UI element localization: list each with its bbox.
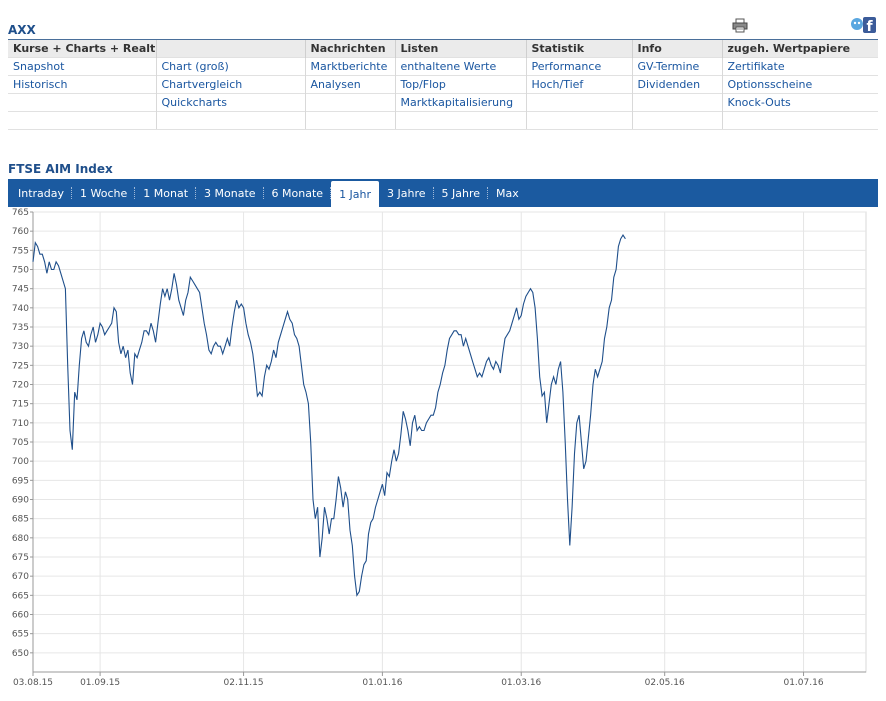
nav-header-info: Info — [631, 39, 722, 58]
y-tick-label: 700 — [12, 457, 29, 467]
y-tick-label: 680 — [12, 534, 29, 544]
nav-row: Historisch Chartvergleich Analysen Top/F… — [8, 75, 878, 94]
link-zertifikate[interactable]: Zertifikate — [727, 60, 785, 73]
period-tabbar: Intraday 1 Woche 1 Monat 3 Monate 6 Mona… — [8, 179, 878, 207]
y-tick-label: 650 — [12, 649, 29, 659]
y-tick-label: 745 — [12, 285, 29, 295]
y-tick-label: 730 — [12, 342, 29, 352]
navigation-table: Kurse + Charts + Realtime Nachrichten Li… — [8, 39, 878, 130]
nav-header-nachrichten: Nachrichten — [304, 39, 395, 58]
x-tick-label: 01.03.16 — [501, 678, 541, 688]
tab-5-jahre[interactable]: 5 Jahre — [434, 179, 489, 207]
facebook-icon[interactable]: f — [849, 16, 877, 34]
link-dividenden[interactable]: Dividenden — [637, 78, 701, 91]
y-tick-label: 690 — [12, 496, 29, 506]
nav-header-row: Kurse + Charts + Realtime Nachrichten Li… — [8, 39, 878, 58]
y-tick-label: 665 — [12, 591, 29, 601]
y-tick-label: 715 — [12, 400, 29, 410]
link-gv-termine[interactable]: GV-Termine — [637, 60, 700, 73]
y-tick-label: 725 — [12, 361, 29, 371]
tab-1-monat[interactable]: 1 Monat — [135, 179, 196, 207]
nav-row: Snapshot Chart (groß) Marktberichte enth… — [8, 57, 878, 76]
tab-3-jahre[interactable]: 3 Jahre — [379, 179, 434, 207]
price-chart: 650 655 660 665 670 675 680 685 690 695 700 705 710 7… — [12, 208, 867, 688]
x-tick-label: 02.05.16 — [645, 678, 685, 688]
link-optionsscheine[interactable]: Optionsscheine — [727, 78, 813, 91]
link-marktberichte[interactable]: Marktberichte — [310, 60, 388, 73]
tab-3-monate[interactable]: 3 Monate — [196, 179, 264, 207]
link-enthaltene-werte[interactable]: enthaltene Werte — [400, 60, 497, 73]
x-tick-label: 01.07.16 — [783, 678, 823, 688]
nav-header-statistik: Statistik — [525, 39, 632, 58]
y-tick-label: 705 — [12, 438, 29, 448]
link-marktkapitalisierung[interactable]: Marktkapitalisierung — [400, 96, 514, 109]
y-tick-label: 660 — [12, 611, 29, 621]
y-tick-label: 760 — [12, 227, 29, 237]
link-performance[interactable]: Performance — [531, 60, 602, 73]
link-analysen[interactable]: Analysen — [310, 78, 361, 91]
y-tick-label: 765 — [12, 208, 29, 218]
series-line — [32, 233, 626, 597]
y-tick-label: 695 — [12, 476, 29, 486]
svg-text:f: f — [866, 19, 873, 34]
y-tick-label: 735 — [12, 323, 29, 333]
link-quickcharts[interactable]: Quickcharts — [161, 96, 227, 109]
printer-icon[interactable] — [732, 18, 748, 33]
x-tick-label: 03.08.15 — [13, 678, 53, 688]
y-tick-label: 685 — [12, 515, 29, 525]
y-tick-label: 755 — [12, 246, 29, 256]
link-snapshot[interactable]: Snapshot — [13, 60, 65, 73]
x-tick-label: 01.01.16 — [362, 678, 402, 688]
y-tick-label: 740 — [12, 304, 29, 314]
link-hoch-tief[interactable]: Hoch/Tief — [531, 78, 584, 91]
nav-header-wertpapiere: zugeh. Wertpapiere — [721, 39, 878, 58]
chart-title: FTSE AIM Index — [8, 162, 113, 176]
nav-header-kurse: Kurse + Charts + Realtime — [8, 39, 156, 58]
nav-row: Quickcharts Marktkapitalisierung Knock-O… — [8, 93, 878, 112]
x-tick-label: 01.09.15 — [80, 678, 120, 688]
link-historisch[interactable]: Historisch — [13, 78, 68, 91]
nav-header-listen: Listen — [394, 39, 526, 58]
link-top-flop[interactable]: Top/Flop — [400, 78, 446, 91]
nav-row — [8, 111, 878, 130]
tab-1-jahr[interactable]: 1 Jahr — [331, 181, 380, 207]
y-tick-label: 670 — [12, 572, 29, 582]
tab-max[interactable]: Max — [496, 186, 519, 200]
y-tick-label: 750 — [12, 266, 29, 276]
link-chart-gross[interactable]: Chart (groß) — [161, 60, 229, 73]
y-tick-label: 675 — [12, 553, 29, 563]
y-tick-label: 710 — [12, 419, 29, 429]
page-title[interactable]: AXX — [8, 23, 36, 37]
y-tick-label: 720 — [12, 381, 29, 391]
tab-intraday[interactable]: Intraday — [10, 179, 73, 207]
x-tick-label: 02.11.15 — [224, 678, 264, 688]
tab-1-woche[interactable]: 1 Woche — [72, 179, 136, 207]
y-tick-label: 655 — [12, 630, 29, 640]
nav-header-kurse-cont — [155, 39, 305, 58]
tab-6-monate[interactable]: 6 Monate — [264, 179, 332, 207]
link-chartvergleich[interactable]: Chartvergleich — [161, 78, 243, 91]
link-knock-outs[interactable]: Knock-Outs — [727, 96, 791, 109]
